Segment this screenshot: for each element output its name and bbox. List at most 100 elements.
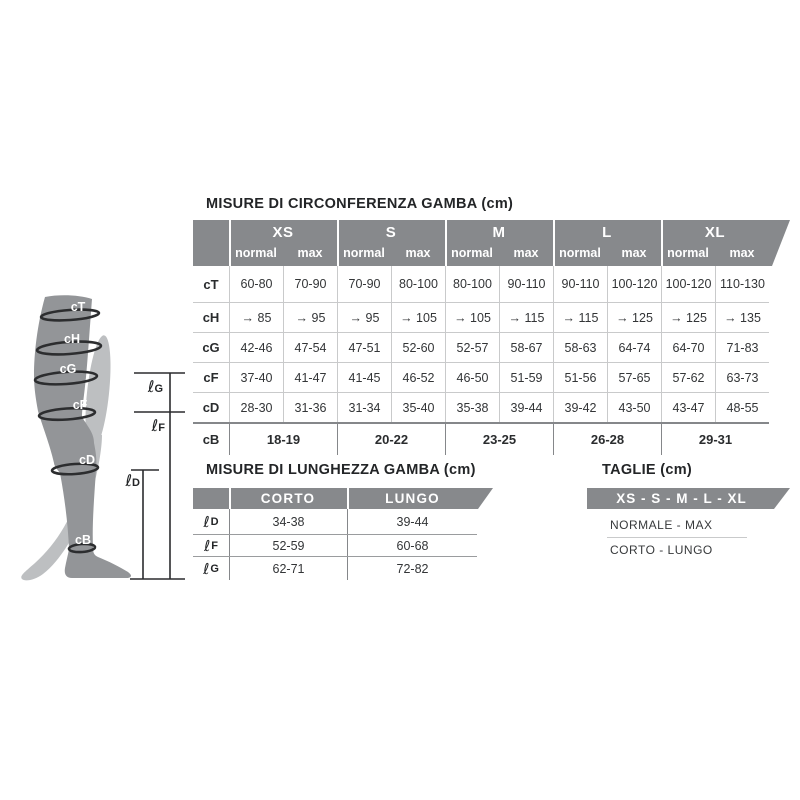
cell: 52-59 xyxy=(229,535,347,556)
cell: 57-62 xyxy=(661,363,715,392)
cell: 29-31 xyxy=(661,424,769,455)
cell: 34-38 xyxy=(229,509,347,534)
cell: 43-47 xyxy=(661,393,715,422)
leg-measurement-diagram: cT cH cG cF cD cB ℓG ℓF ℓD xyxy=(21,295,185,581)
size-header-m: M xyxy=(492,224,506,241)
sizes-line-normale-max: NORMALE - MAX xyxy=(610,518,713,532)
back-thigh-shape xyxy=(85,335,111,451)
cell: 39-44 xyxy=(347,509,477,534)
length-header-corto: CORTO xyxy=(260,491,316,506)
band-cF xyxy=(37,406,97,422)
length-header-spacer xyxy=(193,488,229,509)
cell: 80-100 xyxy=(445,266,499,302)
cell: 51-56 xyxy=(553,363,607,392)
cell: 70-90 xyxy=(283,266,337,302)
band-cH xyxy=(35,340,103,356)
subheader-max: max xyxy=(297,246,323,260)
circumference-table-header: XS S M L XL normal max normal max normal… xyxy=(193,220,790,266)
cell: 47-54 xyxy=(283,333,337,362)
cell: 43-50 xyxy=(607,393,661,422)
cell: 57-65 xyxy=(607,363,661,392)
cell: 42-46 xyxy=(229,333,283,362)
cell: 20-22 xyxy=(337,424,445,455)
cell: 100-120 xyxy=(661,266,715,302)
subheader-normal: normal xyxy=(667,246,709,260)
row-label: cF xyxy=(203,370,219,385)
cell: 52-57 xyxy=(445,333,499,362)
table-row-cB: cB 18-19 20-22 23-25 26-28 29-31 xyxy=(193,422,769,455)
cell: 52-60 xyxy=(391,333,445,362)
cell: 46-52 xyxy=(391,363,445,392)
cell: 64-70 xyxy=(661,333,715,362)
table-row-cF: cF 37-40 41-47 41-45 46-52 46-50 51-59 5… xyxy=(193,363,769,393)
size-header-s: S xyxy=(385,224,397,241)
band-label-cG: cG xyxy=(60,362,77,376)
sizes-panel-title: TAGLIE (cm) xyxy=(602,462,693,478)
cell: → 85 xyxy=(229,303,283,332)
cell: 58-63 xyxy=(553,333,607,362)
length-table-header: CORTO LUNGO xyxy=(193,488,493,509)
band-label-cD: cD xyxy=(79,453,95,467)
cell: 28-30 xyxy=(229,393,283,422)
band-label-cB: cB xyxy=(75,533,91,547)
length-table-title: MISURE DI LUNGHEZZA GAMBA (cm) xyxy=(206,462,476,478)
cell: 26-28 xyxy=(553,424,661,455)
cell: 47-51 xyxy=(337,333,391,362)
cell: → 125 xyxy=(607,303,661,332)
header-divider xyxy=(337,220,339,266)
subheader-max: max xyxy=(405,246,431,260)
header-divider xyxy=(347,488,349,509)
cell: 39-42 xyxy=(553,393,607,422)
cell: 71-83 xyxy=(715,333,769,362)
subheader-max: max xyxy=(729,246,755,260)
sizes-line-corto-lungo: CORTO - LUNGO xyxy=(610,543,713,557)
row-label: cH xyxy=(202,310,220,325)
cell: 39-44 xyxy=(499,393,553,422)
cell: 46-50 xyxy=(445,363,499,392)
band-cG xyxy=(33,370,99,386)
table-row-cD: cD 28-30 31-36 31-34 35-40 35-38 39-44 3… xyxy=(193,393,769,422)
front-leg-shape xyxy=(34,295,131,578)
cell: 70-90 xyxy=(337,266,391,302)
header-divider xyxy=(229,220,231,266)
cell: 35-40 xyxy=(391,393,445,422)
cell: → 95 xyxy=(337,303,391,332)
cell: 60-68 xyxy=(347,535,477,556)
cell: 31-36 xyxy=(283,393,337,422)
subheader-max: max xyxy=(621,246,647,260)
subheader-normal: normal xyxy=(559,246,601,260)
sizes-divider xyxy=(607,537,747,538)
cell: 62-71 xyxy=(229,557,347,580)
ruler-label-lF: ℓF xyxy=(151,416,166,435)
cell: 51-59 xyxy=(499,363,553,392)
cell: 63-73 xyxy=(715,363,769,392)
cell: 31-34 xyxy=(337,393,391,422)
band-cD xyxy=(50,462,100,476)
table-row-cG: cG 42-46 47-54 47-51 52-60 52-57 58-67 5… xyxy=(193,333,769,363)
circumference-table-body: cT 60-80 70-90 70-90 80-100 80-100 90-11… xyxy=(193,266,769,455)
size-header-l: L xyxy=(602,224,612,241)
row-label: cB xyxy=(202,432,220,447)
length-header-lungo: LUNGO xyxy=(385,491,440,506)
cell: 90-110 xyxy=(553,266,607,302)
row-label: cD xyxy=(202,400,220,415)
cell: 60-80 xyxy=(229,266,283,302)
subheader-normal: normal xyxy=(235,246,277,260)
band-cB xyxy=(67,542,97,554)
band-cT xyxy=(39,308,101,322)
subheader-normal: normal xyxy=(451,246,493,260)
cell: → 125 xyxy=(661,303,715,332)
cell: 18-19 xyxy=(229,424,337,455)
header-divider xyxy=(661,220,663,266)
cell: 110-130 xyxy=(715,266,769,302)
circumference-table-title: MISURE DI CIRCONFERENZA GAMBA (cm) xyxy=(206,196,514,212)
cell: 35-38 xyxy=(445,393,499,422)
cell: 58-67 xyxy=(499,333,553,362)
table-row-cH: cH → 85 → 95 → 95 → 105 → 105 → 115 → 11… xyxy=(193,303,769,333)
